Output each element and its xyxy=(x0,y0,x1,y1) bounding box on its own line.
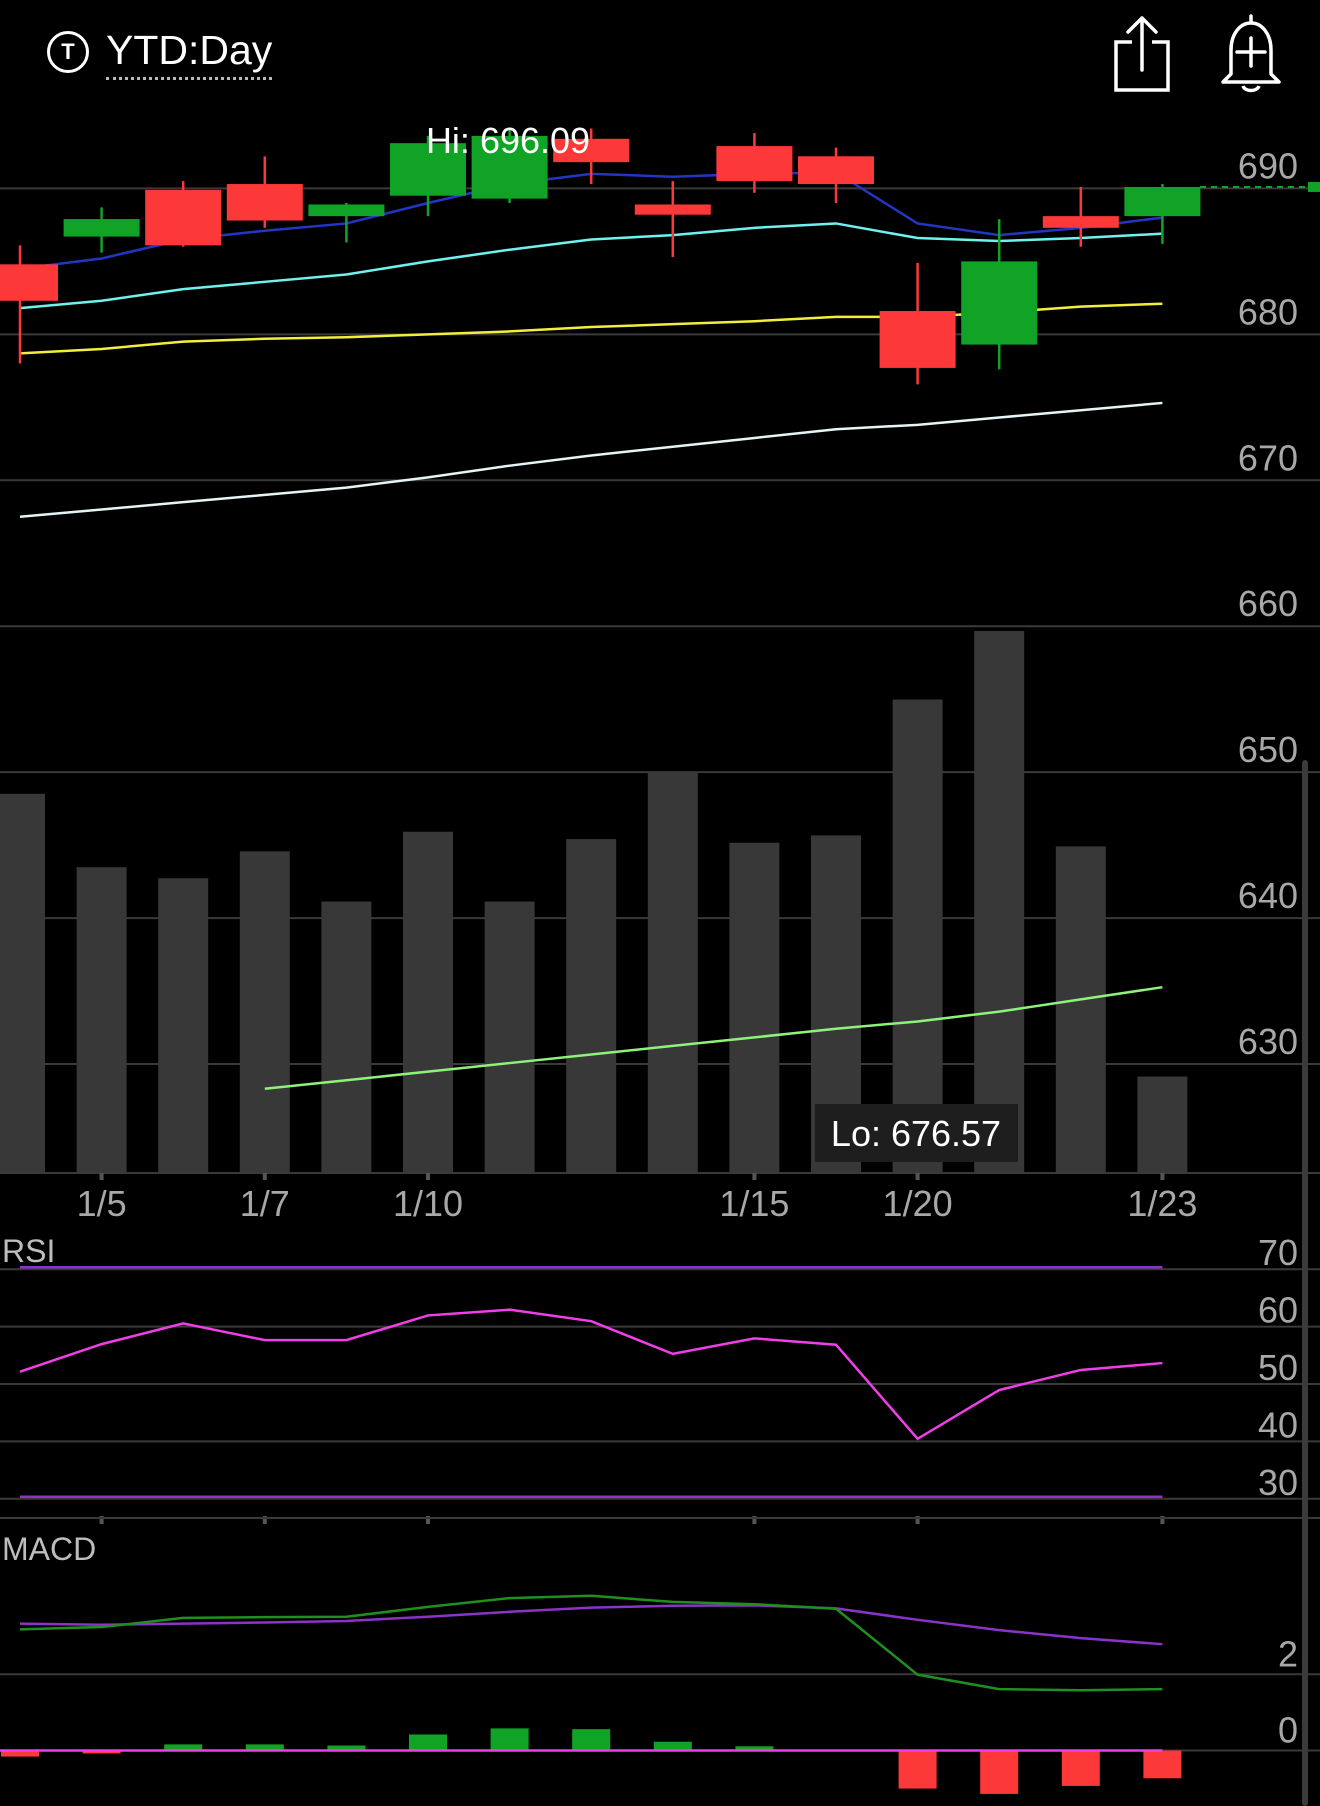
macd-histogram-bar xyxy=(653,1741,692,1751)
period-selector[interactable]: YTD:Day xyxy=(106,25,273,80)
candle-body xyxy=(0,264,58,301)
timeframe-icon[interactable]: T xyxy=(47,31,89,73)
date-tick-label: 1/10 xyxy=(393,1183,463,1224)
macd-histogram-bar xyxy=(409,1734,447,1751)
macd-panel: MACD 2 0 xyxy=(0,1531,1320,1794)
macd-histogram-bar xyxy=(164,1744,203,1751)
price-tick-label: 650 xyxy=(1238,729,1298,770)
rsi-tick-label: 30 xyxy=(1258,1462,1298,1503)
macd-histogram-bar xyxy=(1061,1750,1100,1786)
volume-bar xyxy=(647,771,698,1172)
last-price-marker xyxy=(1308,181,1320,192)
rsi-tick-label: 40 xyxy=(1258,1404,1298,1445)
candle-body xyxy=(716,146,793,182)
top-bar: T YTD:Day xyxy=(0,0,1320,110)
candle-body xyxy=(1124,186,1201,217)
volume-bar xyxy=(239,851,290,1172)
volume-bar xyxy=(403,831,453,1172)
candle-body xyxy=(226,184,303,221)
volume-bar xyxy=(76,867,127,1172)
candle-body xyxy=(308,204,385,217)
moving-average-line xyxy=(19,401,1163,519)
macd-histogram-bar xyxy=(82,1750,121,1754)
volume-bar xyxy=(484,901,535,1172)
high-low-labels: Hi: 696.09 Lo: 676.57 xyxy=(426,120,1018,1162)
volume-bar xyxy=(566,839,617,1172)
low-label-box xyxy=(815,1104,1018,1162)
candle-body xyxy=(471,135,548,199)
macd-histogram-bar xyxy=(490,1728,529,1751)
candle-body xyxy=(879,311,956,368)
volume-ma-line xyxy=(264,985,1163,1091)
price-tick-label: 690 xyxy=(1238,145,1298,186)
rsi-tick-label: 60 xyxy=(1258,1290,1298,1331)
candle-body xyxy=(553,138,630,163)
macd-tick-label: 2 xyxy=(1278,1633,1298,1674)
macd-histogram-bar xyxy=(980,1750,1019,1794)
price-axis-labels: 690 680 670 660 650 640 630 xyxy=(1238,145,1298,1062)
scrollbar[interactable] xyxy=(1302,760,1308,1806)
volume-bar xyxy=(974,630,1025,1172)
macd-title: MACD xyxy=(2,1531,96,1567)
add-alert-bell-icon[interactable] xyxy=(1216,12,1286,96)
date-tick-label: 1/20 xyxy=(883,1183,953,1224)
date-tick-label: 1/5 xyxy=(77,1183,127,1224)
low-label: Lo: 676.57 xyxy=(831,1113,1001,1154)
macd-signal-line xyxy=(19,1604,1163,1646)
high-label: Hi: 696.09 xyxy=(426,120,590,161)
rsi-title: RSI xyxy=(2,1233,55,1269)
rsi-tick-label: 50 xyxy=(1258,1347,1298,1388)
macd-histogram-bar xyxy=(898,1750,937,1789)
macd-line xyxy=(19,1594,1163,1692)
volume-bar xyxy=(892,699,943,1172)
rsi-panel: RSI 70 60 50 40 30 xyxy=(0,1232,1320,1519)
macd-histogram-bar xyxy=(1,1750,39,1757)
macd-histogram-bar xyxy=(1143,1750,1182,1779)
candle-body xyxy=(798,156,874,185)
date-tick-label: 1/15 xyxy=(719,1183,789,1224)
candle-body xyxy=(390,143,466,196)
date-tick-label: 1/7 xyxy=(240,1183,290,1224)
volume-bar xyxy=(158,878,209,1172)
price-tick-label: 670 xyxy=(1238,437,1298,478)
share-icon[interactable] xyxy=(1110,12,1174,96)
macd-histogram-bar xyxy=(245,1744,284,1751)
rsi-line xyxy=(19,1308,1163,1441)
moving-average-line xyxy=(19,222,1163,310)
price-tick-label: 680 xyxy=(1238,291,1298,332)
volume-bar xyxy=(729,842,780,1172)
macd-histogram-bar xyxy=(735,1746,774,1751)
candle-body xyxy=(634,204,711,215)
date-axis: 1/5 1/7 1/10 1/15 1/20 1/23 xyxy=(77,1173,1197,1524)
volume-moving-average xyxy=(264,985,1163,1091)
price-tick-label: 630 xyxy=(1238,1021,1298,1062)
volume-bar xyxy=(321,901,372,1172)
candle-body xyxy=(1042,216,1119,228)
macd-histogram-bar xyxy=(572,1729,611,1751)
macd-tick-label: 0 xyxy=(1278,1709,1298,1750)
date-tick-label: 1/23 xyxy=(1127,1183,1197,1224)
candlesticks xyxy=(0,128,1320,385)
macd-histogram-bar xyxy=(327,1745,366,1751)
volume-bar xyxy=(1137,1076,1188,1172)
volume-bar xyxy=(0,793,45,1172)
volume-bar xyxy=(1055,846,1106,1172)
candle-body xyxy=(145,189,222,246)
price-tick-label: 660 xyxy=(1238,583,1298,624)
rsi-tick-label: 70 xyxy=(1258,1232,1298,1273)
volume-bars xyxy=(0,630,1188,1172)
candle-body xyxy=(63,219,140,237)
candle-body xyxy=(961,261,1038,345)
price-tick-label: 640 xyxy=(1238,875,1298,916)
